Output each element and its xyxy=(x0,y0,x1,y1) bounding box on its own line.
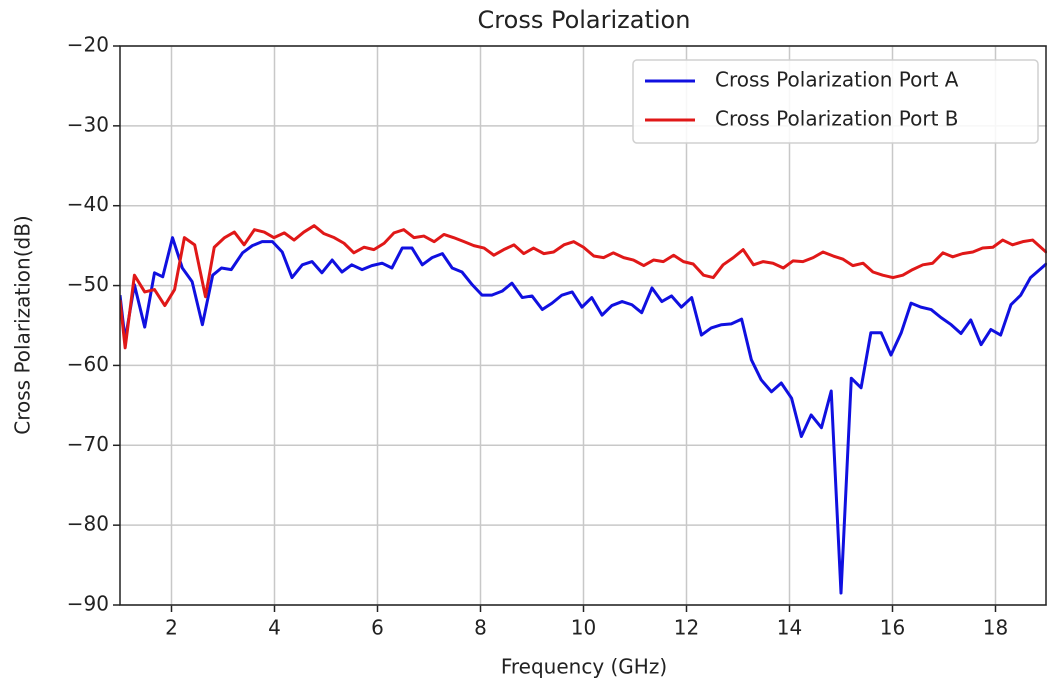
x-tick-label: 4 xyxy=(268,616,281,640)
y-tick-label: −70 xyxy=(67,432,109,456)
plot-frame xyxy=(119,45,1047,606)
legend-label: Cross Polarization Port B xyxy=(715,107,959,131)
x-tick-label: 16 xyxy=(880,616,905,640)
legend-label: Cross Polarization Port A xyxy=(715,68,959,92)
y-tick-label: −30 xyxy=(67,112,109,136)
grid: 2 4 6 8 10 12 14 16 18 −20 −30 −40 −50 −60 −70 −80 −90 xyxy=(67,33,1047,640)
x-tick-label: 14 xyxy=(777,616,802,640)
x-axis-label: Frequency (GHz) xyxy=(501,655,667,679)
x-tick-label: 12 xyxy=(674,616,699,640)
data-line xyxy=(120,236,1047,595)
y-tick-label: −40 xyxy=(67,192,109,216)
legend: Cross Polarization Port A Cross Polarizat… xyxy=(632,59,1039,144)
x-tick-label: 2 xyxy=(165,616,178,640)
y-tick-label: −50 xyxy=(67,272,109,296)
chart-title: Cross Polarization xyxy=(478,6,691,34)
plot-lines xyxy=(120,224,1047,595)
x-tick-label: 8 xyxy=(474,616,487,640)
data-line xyxy=(120,224,1047,350)
x-tick-label: 18 xyxy=(983,616,1008,640)
x-tick-label: 6 xyxy=(371,616,384,640)
y-tick-label: −90 xyxy=(67,592,109,616)
y-axis-label: Cross Polarization(dB) xyxy=(11,215,35,434)
y-tick-label: −20 xyxy=(67,33,109,57)
y-tick-label: −80 xyxy=(67,512,109,536)
y-tick-label: −60 xyxy=(67,352,109,376)
legend-box xyxy=(632,59,1039,144)
x-tick-label: 10 xyxy=(571,616,596,640)
